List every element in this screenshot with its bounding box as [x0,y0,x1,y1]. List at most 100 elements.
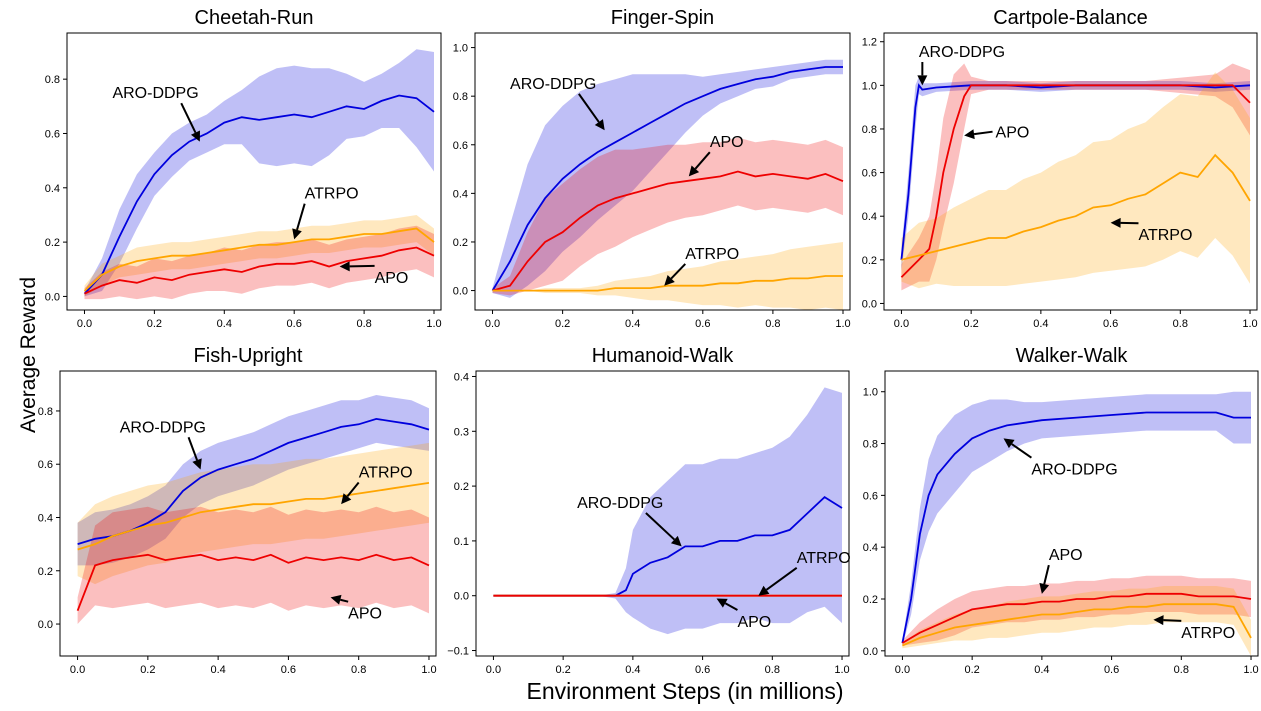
panel-title: Walker-Walk [1016,345,1129,367]
annotation-apo: APO [348,606,382,623]
y-tick-label: 0.0 [863,646,878,658]
x-tick-label: 0.8 [765,318,780,330]
band-apo [77,506,429,624]
series-line-aro-ddpg [83,94,435,295]
y-tick-label: 0.4 [38,512,53,524]
annotation-arrow-head [594,119,605,131]
series-line-apo [76,553,430,612]
band-atrpo [901,72,1250,289]
y-tick-label: 0.8 [862,124,877,136]
annotation-atrpo: ATRPO [359,465,413,482]
series-line-atrpo [901,153,1251,261]
x-tick-label: 0.0 [895,664,910,676]
annotation-arrow-head [190,130,200,142]
panel-humanoid-walk: Humanoid-Walk 0.0 0.2 0.4 0.6 0.8 1.0 −0.1 0.0 0.… [447,345,850,676]
annotation-atrpo: ATRPO [305,186,359,203]
y-tick-label: 0.4 [862,211,877,223]
series-line-atrpo [492,275,843,292]
x-tick-label: 0.2 [965,664,980,676]
y-tick-label: −0.1 [447,646,469,658]
y-tick-label: 1.0 [453,43,468,55]
x-tick-label: 1.0 [1242,318,1257,330]
annotation-arrow-shaft [340,598,349,603]
panel-cheetah-run: Cheetah-Run 0.0 0.2 0.4 0.6 0.8 1.0 0.0 0.2 0.4 0.… [45,7,442,330]
y-tick-label: 0.3 [454,426,469,438]
x-tick-label: 1.0 [835,318,850,330]
y-tick-label: 1.0 [863,387,878,399]
x-tick-label: 1.0 [426,318,441,330]
annotation-arrow-shaft [670,263,686,280]
y-tick-label: 0.6 [453,140,468,152]
y-tick-label: 0.0 [45,291,60,303]
panel-finger-spin: Finger-Spin 0.0 0.2 0.4 0.6 0.8 1.0 0.0 0.2 0.4 0.… [453,7,851,330]
annotation-arrow-head [1003,438,1015,449]
y-tick-label: 0.1 [454,536,469,548]
x-tick-label: 0.0 [485,318,500,330]
band-aro-ddpg [902,391,1251,646]
x-tick-label: 0.6 [287,318,302,330]
x-tick-label: 1.0 [834,664,849,676]
annotation-arrow-shaft [180,102,197,134]
y-tick-label: 0.4 [45,183,60,195]
annotation-apo: APO [375,270,409,287]
annotation-aro-ddpg: ARO-DDPG [510,76,596,93]
band-atrpo [77,442,429,585]
annotation-arrow-shaft [1011,443,1032,459]
panel-title: Cartpole-Balance [993,7,1148,29]
annotation-arrow-shaft [645,512,676,541]
figure-xlabel: Environment Steps (in millions) [526,678,843,704]
annotation-arrow-head [1039,582,1050,594]
series-line-apo [492,170,844,292]
axes-frame [59,370,437,657]
x-tick-label: 0.4 [210,664,225,676]
annotation-aro-ddpg: ARO-DDPG [112,85,198,102]
y-tick-label: 0.4 [453,188,468,200]
x-tick-label: 0.4 [217,318,232,330]
x-tick-label: 0.6 [695,318,710,330]
axes-frame [66,32,442,311]
annotation-arrow-shaft [1043,564,1050,585]
x-tick-label: 0.4 [1034,664,1049,676]
x-tick-label: 0.6 [281,664,296,676]
band-aro-ddpg [84,49,434,297]
y-tick-label: 0.6 [45,128,60,140]
y-tick-label: 0.0 [453,286,468,298]
annotation-arrow-shaft [349,264,375,268]
series-line-apo [900,84,1251,278]
x-tick-label: 0.2 [147,318,162,330]
annotation-arrow-head [330,594,342,605]
band-aro-ddpg [493,387,842,635]
series-line-atrpo [83,227,435,292]
x-tick-label: 0.6 [1104,664,1119,676]
x-tick-label: 0.0 [70,664,85,676]
plot-area [76,395,430,624]
annotation-arrow-head [339,261,350,272]
axes-frame [884,370,1259,657]
annotation-aro-ddpg: ARO-DDPG [577,495,663,512]
annotation-atrpo: ATRPO [685,246,739,263]
annotation-atrpo: ATRPO [1138,227,1192,244]
y-tick-label: 0.6 [38,459,53,471]
x-tick-label: 0.4 [1033,318,1048,330]
plot-area [901,391,1252,656]
annotation-apo: APO [996,125,1030,142]
annotation-arrow-shaft [1163,619,1182,622]
y-tick-label: 0.4 [454,371,469,383]
annotation-arrow-shaft [973,130,993,136]
annotation-arrow-head [292,228,302,240]
y-tick-label: 1.2 [862,37,877,49]
annotation-arrow-head [1153,615,1164,626]
figure-ylabel: Average Reward [17,277,40,433]
y-tick-label: 0.2 [45,237,60,249]
y-tick-label: 0.6 [862,168,877,180]
x-tick-label: 0.8 [356,318,371,330]
x-tick-label: 1.0 [421,664,436,676]
band-atrpo [84,215,434,297]
y-tick-label: 0.2 [862,255,877,267]
x-tick-label: 0.0 [77,318,92,330]
panel-title: Finger-Spin [611,7,714,29]
panel-title: Cheetah-Run [195,7,314,29]
annotation-atrpo: ATRPO [1181,625,1235,642]
axes-frame [475,370,850,657]
